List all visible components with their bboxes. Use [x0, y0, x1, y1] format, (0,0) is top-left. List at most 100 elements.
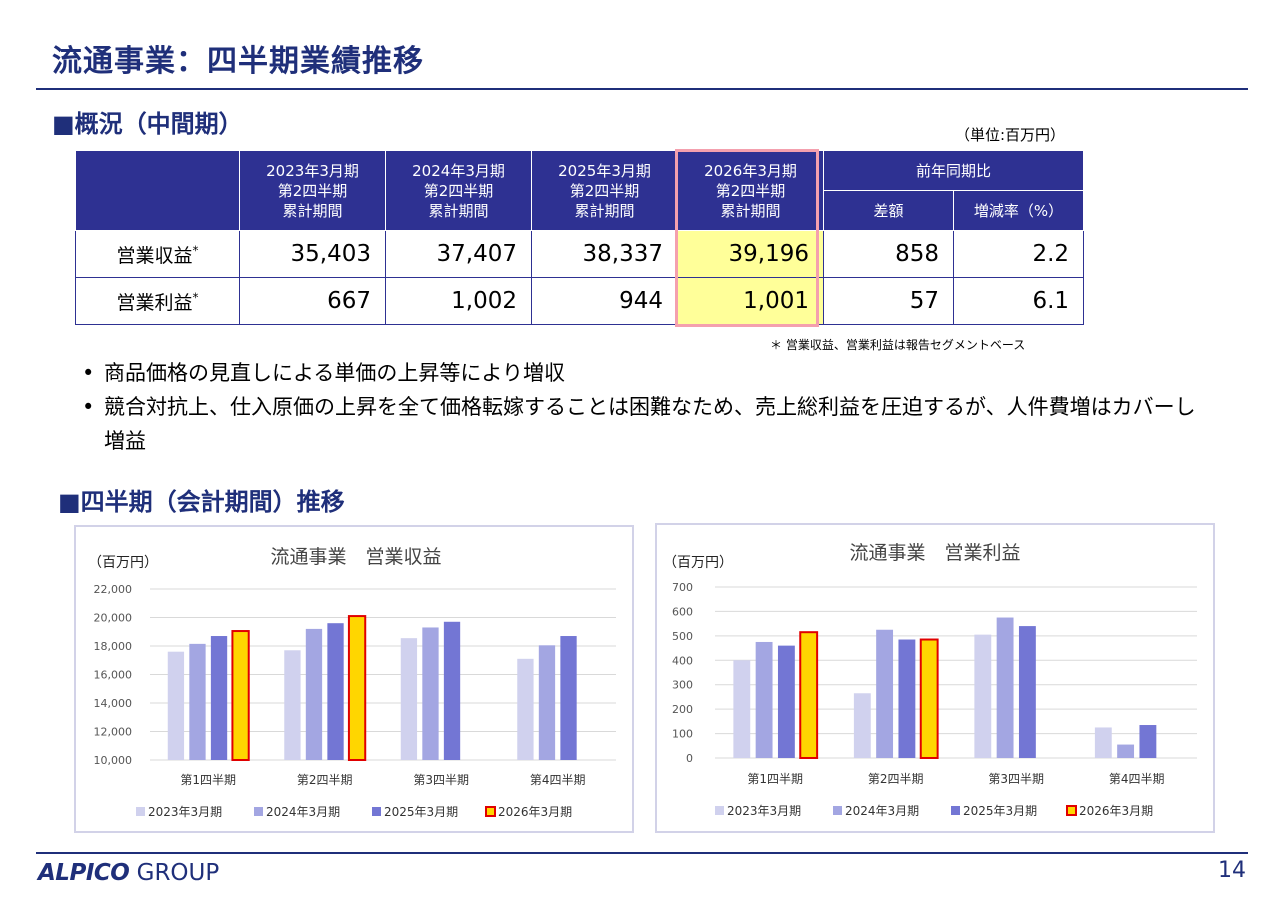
bar: [517, 658, 534, 760]
revenue-chart-panel: 流通事業 営業収益 （百万円） 10,000 12,000 14,000 16,000 18…: [74, 525, 634, 833]
x-tick-label: 第3四半期: [988, 772, 1044, 786]
bar: [898, 639, 916, 758]
page-number: 14: [1218, 858, 1246, 883]
bar: [443, 621, 461, 760]
bar: [799, 631, 819, 759]
cell-revenue-2025: 38,337: [531, 230, 678, 278]
bar: [167, 651, 185, 760]
cell-revenue-2023: 35,403: [239, 230, 386, 278]
cell-revenue-2024: 37,407: [385, 230, 532, 278]
bar: [560, 636, 577, 760]
row-label-revenue: 営業収益*: [75, 230, 240, 278]
cell-profit-2024: 1,002: [385, 277, 532, 325]
col-header-2026: 2026年3月期 第2四半期 累計期間: [677, 150, 824, 231]
col-header-2025: 2025年3月期 第2四半期 累計期間: [531, 150, 678, 231]
bar: [305, 628, 323, 760]
y-tick-label: 500: [672, 630, 693, 643]
y-tick-label: 12,000: [94, 726, 133, 739]
y-tick-label: 10,000: [94, 754, 133, 767]
bar: [1139, 725, 1157, 758]
y-tick-label: 600: [672, 605, 693, 618]
legend-label: 2023年3月期: [148, 805, 222, 819]
y-axis-unit-label: （百万円）: [663, 555, 733, 571]
legend-swatch: [715, 806, 724, 815]
legend-label: 2025年3月期: [963, 804, 1037, 818]
bar: [853, 693, 871, 758]
bar: [919, 638, 939, 759]
legend-label: 2025年3月期: [384, 805, 458, 819]
legend-swatch: [136, 807, 145, 816]
bar: [733, 660, 751, 758]
bar: [996, 617, 1014, 758]
legend-label: 2024年3月期: [845, 804, 919, 818]
bar: [755, 641, 773, 758]
legend-label: 2023年3月期: [727, 804, 801, 818]
table-row-profit: 営業利益* 667 1,002 944 1,001 57 6.1: [75, 277, 1085, 325]
bar: [1018, 626, 1036, 758]
cell-revenue-rate: 2.2: [952, 230, 1085, 278]
legend-label: 2026年3月期: [1079, 804, 1153, 818]
legend-swatch: [1066, 805, 1077, 816]
x-tick-label: 第3四半期: [413, 773, 469, 787]
y-tick-label: 20,000: [94, 612, 133, 625]
cell-profit-2026: 1,001: [677, 277, 824, 325]
x-tick-label: 第2四半期: [868, 772, 924, 786]
legend-swatch: [833, 806, 842, 815]
bar: [400, 638, 418, 760]
y-tick-label: 400: [672, 654, 693, 667]
col-header-2023: 2023年3月期 第2四半期 累計期間: [239, 150, 386, 231]
x-tick-label: 第1四半期: [180, 773, 236, 787]
cell-revenue-2026: 39,196: [677, 230, 824, 278]
bullet-item: 商品価格の見直しによる単価の上昇等により増収: [76, 356, 1216, 390]
cell-profit-diff: 57: [823, 277, 954, 325]
title-divider: [36, 88, 1248, 90]
bar: [189, 643, 206, 760]
quarterly-heading: ■四半期（会計期間）推移: [58, 488, 345, 516]
summary-bullets: 商品価格の見直しによる単価の上昇等により増収 競合対抗上、仕入原価の上昇を全て価…: [76, 356, 1216, 458]
bar: [327, 623, 344, 760]
x-tick-label: 第1四半期: [747, 772, 803, 786]
bar: [538, 645, 556, 760]
bar: [974, 634, 992, 758]
bar: [876, 629, 894, 758]
bar: [777, 645, 795, 758]
bar: [1094, 727, 1112, 758]
x-tick-label: 第4四半期: [1109, 772, 1165, 786]
y-tick-label: 22,000: [94, 583, 133, 596]
revenue-chart: 流通事業 営業収益 （百万円） 10,000 12,000 14,000 16,000 18…: [88, 546, 616, 819]
y-tick-label: 0: [686, 752, 693, 765]
legend-swatch: [951, 806, 960, 815]
x-tick-label: 第2四半期: [297, 773, 353, 787]
chart-title: 流通事業 営業利益: [849, 542, 1020, 564]
col-header-2024: 2024年3月期 第2四半期 累計期間: [385, 150, 532, 231]
page-title: 流通事業：四半期業績推移: [52, 44, 424, 79]
table-row-revenue: 営業収益* 35,403 37,407 38,337 39,196 858 2.…: [75, 230, 1085, 278]
overview-heading: ■概況（中間期）: [52, 110, 243, 138]
bullet-item: 競合対抗上、仕入原価の上昇を全て価格転嫁することは困難なため、売上総利益を圧迫す…: [76, 390, 1216, 458]
y-tick-label: 100: [672, 728, 693, 741]
cell-profit-2025: 944: [531, 277, 678, 325]
y-axis-unit-label: （百万円）: [88, 555, 158, 571]
table-corner-header: [75, 150, 240, 231]
profit-chart-panel: 流通事業 営業利益 （百万円） 0 100 200 300 400 500 600 700 第1四半…: [655, 523, 1215, 833]
unit-label: （単位:百万円）: [955, 126, 1066, 144]
cell-profit-2023: 667: [239, 277, 386, 325]
chart-title: 流通事業 営業収益: [270, 546, 441, 568]
bar: [1117, 744, 1135, 758]
cell-revenue-diff: 858: [823, 230, 954, 278]
col-header-yoy: 前年同期比: [822, 150, 1085, 191]
y-tick-label: 14,000: [94, 697, 133, 710]
bar: [347, 615, 367, 761]
footer-divider: [36, 852, 1248, 854]
y-tick-label: 200: [672, 703, 693, 716]
legend-label: 2026年3月期: [498, 805, 572, 819]
summary-table: 2023年3月期 第2四半期 累計期間 2024年3月期 第2四半期 累計期間 2025…: [75, 150, 1085, 325]
col-header-diff: 差額: [823, 190, 954, 231]
legend-swatch: [372, 807, 381, 816]
col-header-rate: 増減率（%）: [952, 190, 1085, 231]
table-footnote: ＊ 営業収益、営業利益は報告セグメントベース: [770, 338, 1026, 352]
profit-chart: 流通事業 営業利益 （百万円） 0 100 200 300 400 500 600 700 第1四半…: [663, 542, 1197, 818]
y-tick-label: 300: [672, 679, 693, 692]
legend-swatch: [485, 806, 496, 817]
bar: [210, 636, 228, 760]
